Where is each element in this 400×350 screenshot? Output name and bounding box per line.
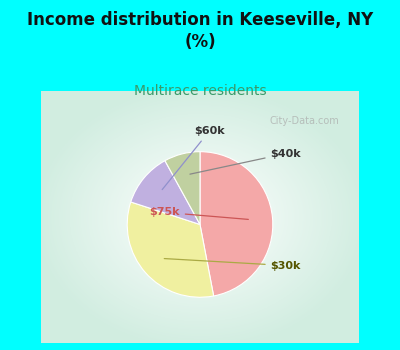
Text: $40k: $40k [190, 148, 301, 174]
Text: Income distribution in Keeseville, NY
(%): Income distribution in Keeseville, NY (%… [27, 10, 373, 51]
Text: $75k: $75k [149, 207, 248, 219]
Text: $30k: $30k [164, 259, 301, 271]
Text: $60k: $60k [162, 126, 225, 190]
Text: City-Data.com: City-Data.com [270, 116, 340, 126]
Wedge shape [165, 152, 200, 224]
Wedge shape [200, 152, 273, 296]
Text: Multirace residents: Multirace residents [134, 84, 266, 98]
Wedge shape [131, 161, 200, 224]
Wedge shape [127, 202, 214, 297]
